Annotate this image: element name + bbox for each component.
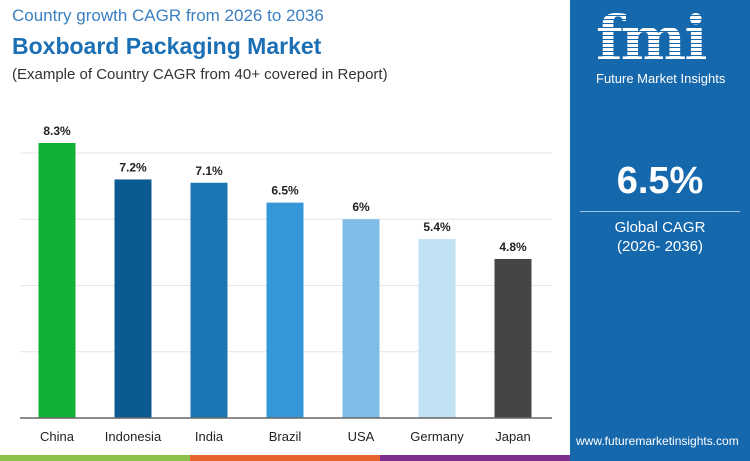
bar-indonesia <box>114 179 152 418</box>
global-cagr-value: 6.5% <box>616 160 704 202</box>
bar-china <box>38 143 76 418</box>
chart-subtitle: Country growth CAGR from 2026 to 2036 <box>12 6 324 25</box>
data-label: 7.2% <box>119 160 147 174</box>
x-tick-label: Brazil <box>269 429 302 444</box>
chart-title: Boxboard Packaging Market <box>12 33 322 59</box>
data-label: 7.1% <box>195 164 223 178</box>
divider <box>580 211 740 212</box>
website-link[interactable]: www.futuremarketinsights.com <box>576 434 739 448</box>
brand-name: Future Market Insights <box>596 71 726 86</box>
data-label: 6.5% <box>271 184 299 198</box>
bar-japan <box>494 258 532 418</box>
bar-india <box>190 182 228 418</box>
x-tick-label: Japan <box>495 429 530 444</box>
x-tick-label: Indonesia <box>105 429 162 444</box>
global-cagr-label: Global CAGR <box>614 219 706 236</box>
strip-purple <box>380 455 570 461</box>
x-tick-label: India <box>195 429 224 444</box>
global-cagr-range: (2026- 2036) <box>617 238 703 255</box>
data-label: 4.8% <box>499 240 527 254</box>
chart-note: (Example of Country CAGR from 40+ covere… <box>12 66 388 83</box>
data-label: 8.3% <box>43 124 71 138</box>
x-tick-label: China <box>40 429 75 444</box>
data-label: 6% <box>352 200 370 214</box>
bar-brazil <box>266 202 304 418</box>
strip-green <box>0 455 190 461</box>
x-tick-label: Germany <box>410 429 464 444</box>
summary-panel: fmi Future Market Insights 6.5% Global C… <box>570 0 750 461</box>
data-label: 5.4% <box>423 220 451 234</box>
bar-germany <box>418 239 456 418</box>
bar-usa <box>342 219 380 418</box>
strip-orange <box>190 455 380 461</box>
fmi-logo: fmi <box>596 2 708 75</box>
x-tick-label: USA <box>348 429 375 444</box>
bar-chart: 8.3% China 7.2% Indonesia 7.1% India 6.5% Brazi… <box>20 124 552 444</box>
